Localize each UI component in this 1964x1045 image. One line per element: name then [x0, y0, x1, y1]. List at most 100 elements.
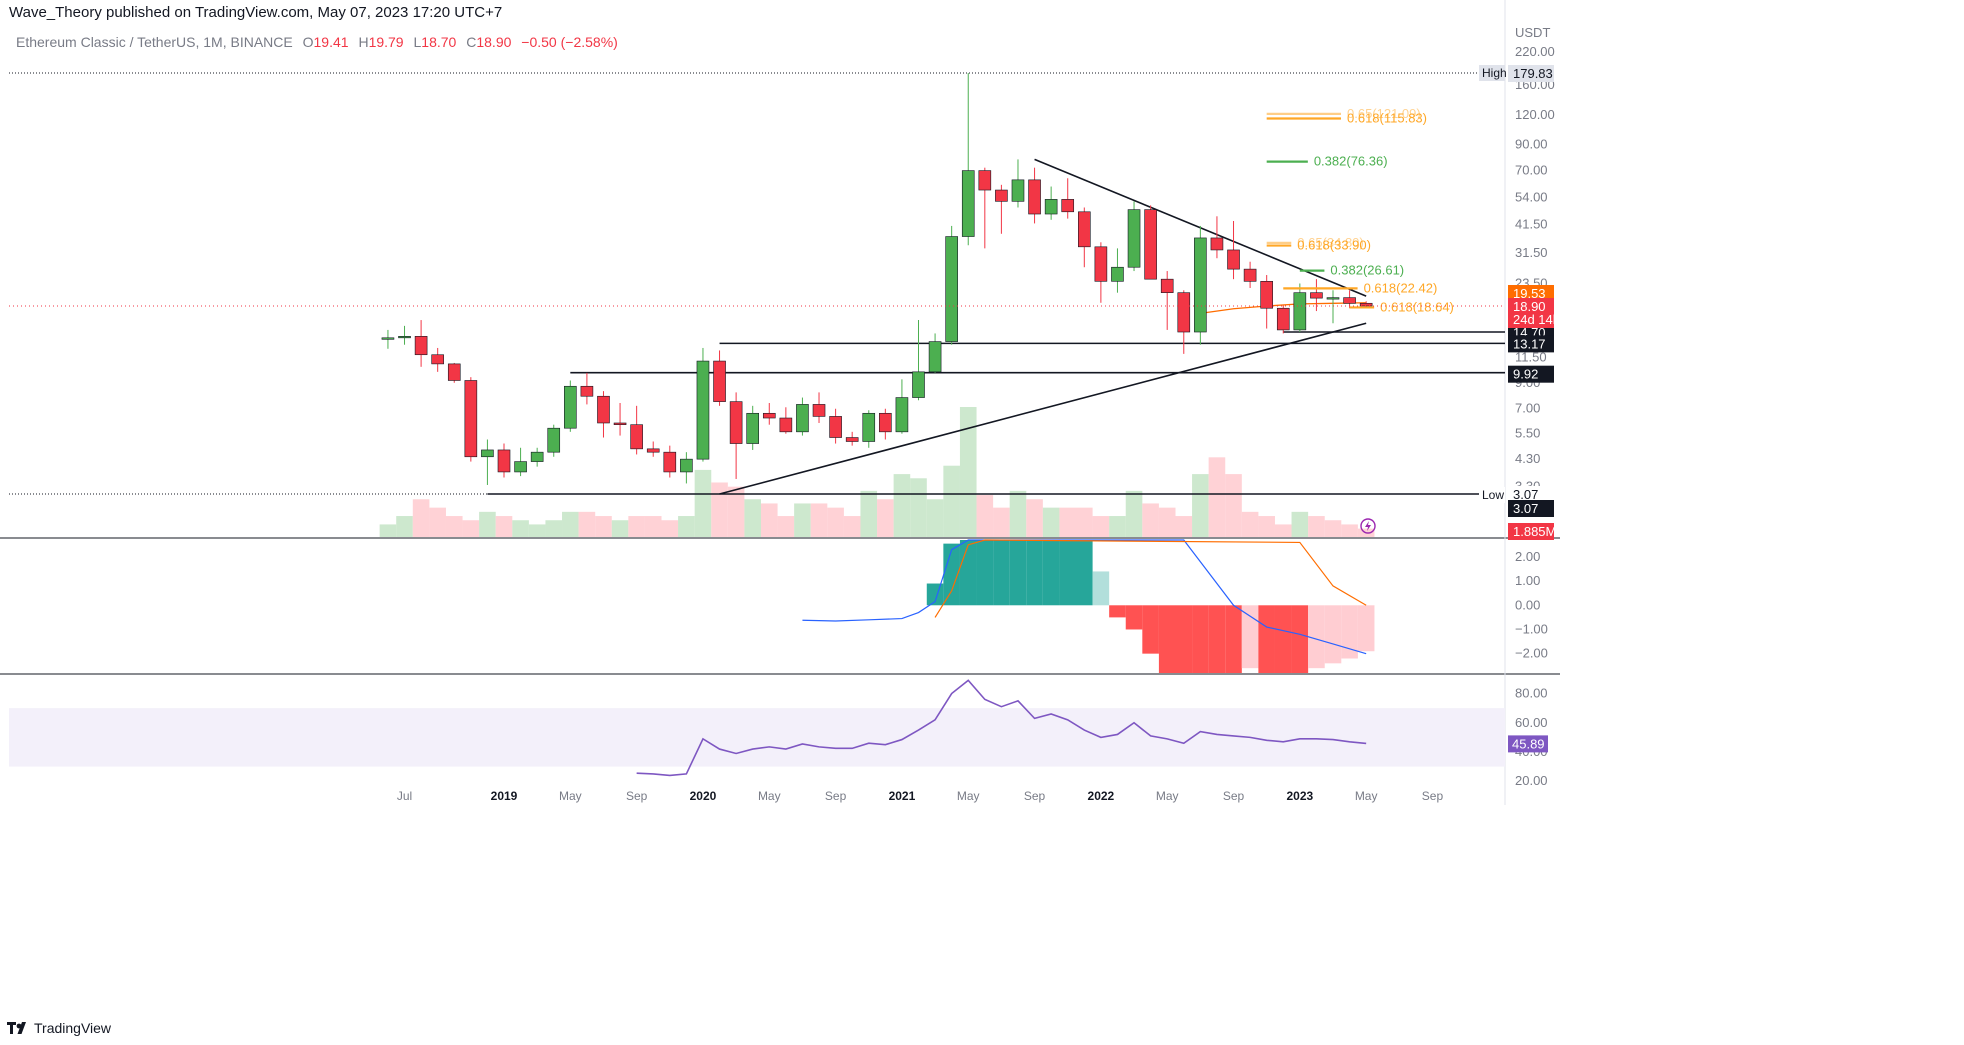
volume-bar: [993, 507, 1010, 537]
candle-body: [514, 461, 527, 473]
candle-body: [1061, 199, 1075, 213]
volume-label: 1.885M: [1513, 524, 1556, 539]
macd-axis-tick: −2.00: [1515, 646, 1548, 661]
volume-bar: [727, 486, 745, 537]
candle-body: [1359, 302, 1373, 307]
volume-bar: [1258, 516, 1275, 537]
price-axis-tick: 5.50: [1515, 426, 1540, 441]
macd-histogram-bar: [1274, 605, 1292, 673]
tradingview-logo[interactable]: TradingView: [7, 1020, 111, 1036]
candle-body: [464, 380, 478, 458]
candle-body: [945, 236, 958, 342]
macd-histogram-bar: [976, 540, 994, 606]
volume-bar: [1241, 511, 1259, 537]
macd-histogram-bar: [1241, 605, 1259, 669]
volume-bar: [611, 520, 629, 537]
moving-average-line: [1200, 302, 1367, 315]
candle-body: [779, 417, 793, 433]
close-value: 18.90: [476, 34, 512, 50]
low-tag: Low: [1482, 488, 1504, 502]
time-axis-tick: 2023: [1286, 789, 1313, 803]
macd-histogram-bar: [943, 543, 960, 606]
volume-label-box: [1508, 523, 1554, 540]
candle-body: [1177, 292, 1191, 333]
flash-icon: [1360, 518, 1376, 534]
candle-body: [879, 412, 892, 433]
candle-body: [1210, 237, 1224, 251]
candle-body: [1276, 307, 1290, 331]
price-axis-tick: 120.00: [1515, 107, 1555, 122]
price-axis-tick: 41.50: [1515, 217, 1548, 232]
volume-bar: [877, 499, 894, 537]
countdown-label: 24d 14h: [1513, 312, 1560, 327]
macd-histogram-bar: [1291, 605, 1309, 673]
candle-body: [845, 437, 859, 442]
time-axis-tick: May: [559, 789, 582, 803]
volume-bar: [1009, 490, 1027, 537]
volume-bar: [644, 516, 662, 537]
macd-histogram-bar: [1009, 540, 1027, 606]
fib-level-label: 0.382(76.36): [1314, 154, 1388, 169]
tradingview-icon: [7, 1022, 26, 1034]
volume-bar: [1125, 490, 1143, 537]
time-axis-tick: 2020: [690, 789, 717, 803]
price-axis-tick: 54.00: [1515, 189, 1548, 204]
countdown-label-box: [1508, 311, 1554, 328]
volume-bar: [777, 516, 795, 537]
price-axis-tick: 31.50: [1515, 245, 1548, 260]
price-axis-tick: 11.50: [1515, 349, 1547, 364]
candle-body: [481, 449, 494, 458]
high-value-label-box: [1508, 65, 1554, 82]
change-value: −0.50 (−2.58%): [521, 34, 618, 50]
volume-bar: [843, 516, 861, 537]
candle-body: [713, 360, 726, 402]
volume-bar: [1142, 503, 1159, 537]
volume-bar: [578, 511, 596, 537]
open-value: 19.41: [313, 34, 349, 50]
macd-histogram-bar: [1059, 540, 1077, 606]
candle-body: [1078, 211, 1091, 248]
volume-bar: [1341, 524, 1358, 537]
volume-bar: [1324, 520, 1342, 537]
candle-body: [1044, 199, 1058, 215]
volume-bar: [396, 516, 413, 537]
price-axis-tick: 4.30: [1515, 451, 1540, 466]
rsi-axis-tick: 80.00: [1515, 686, 1548, 701]
volume-bar: [595, 516, 612, 537]
candle-body: [995, 189, 1008, 202]
volume-bar: [1042, 507, 1060, 537]
signal-line: [934, 539, 1367, 618]
low-value-label: 3.07: [1513, 487, 1538, 502]
time-axis-tick: Sep: [825, 789, 847, 803]
candle-body: [680, 458, 693, 473]
price-axis-tick: 220.00: [1515, 44, 1555, 59]
open-label: O: [302, 34, 314, 50]
macd-histogram-bar: [1308, 605, 1325, 669]
volume-bar: [976, 495, 994, 537]
volume-bar: [661, 520, 679, 537]
macd-histogram-bar: [1341, 605, 1358, 659]
volume-bar: [893, 474, 911, 537]
volume-bar: [1026, 499, 1043, 537]
candle-body: [597, 395, 610, 424]
time-axis-tick: Sep: [1024, 789, 1046, 803]
symbol-legend: Ethereum Classic / TetherUS, 1M, BINANCE…: [16, 34, 618, 50]
volume-bar: [1158, 507, 1176, 537]
macd-histogram-bar: [1324, 605, 1342, 664]
volume-bar: [479, 511, 496, 537]
candle-body: [1310, 292, 1323, 299]
time-axis-tick: May: [1355, 789, 1378, 803]
fib-level-label: 0.618(22.42): [1364, 280, 1438, 295]
candle-body: [646, 448, 660, 453]
volume-bar: [562, 511, 579, 537]
candle-body: [431, 354, 444, 365]
candle-body: [613, 422, 627, 425]
level-label: 9.92: [1513, 367, 1538, 382]
symbol-name[interactable]: Ethereum Classic / TetherUS, 1M, BINANCE: [16, 34, 293, 50]
volume-bar: [412, 499, 430, 537]
time-axis-tick: Jul: [397, 789, 412, 803]
candle-body: [497, 449, 511, 473]
volume-bar: [1225, 474, 1242, 537]
macd-line: [802, 539, 1367, 655]
